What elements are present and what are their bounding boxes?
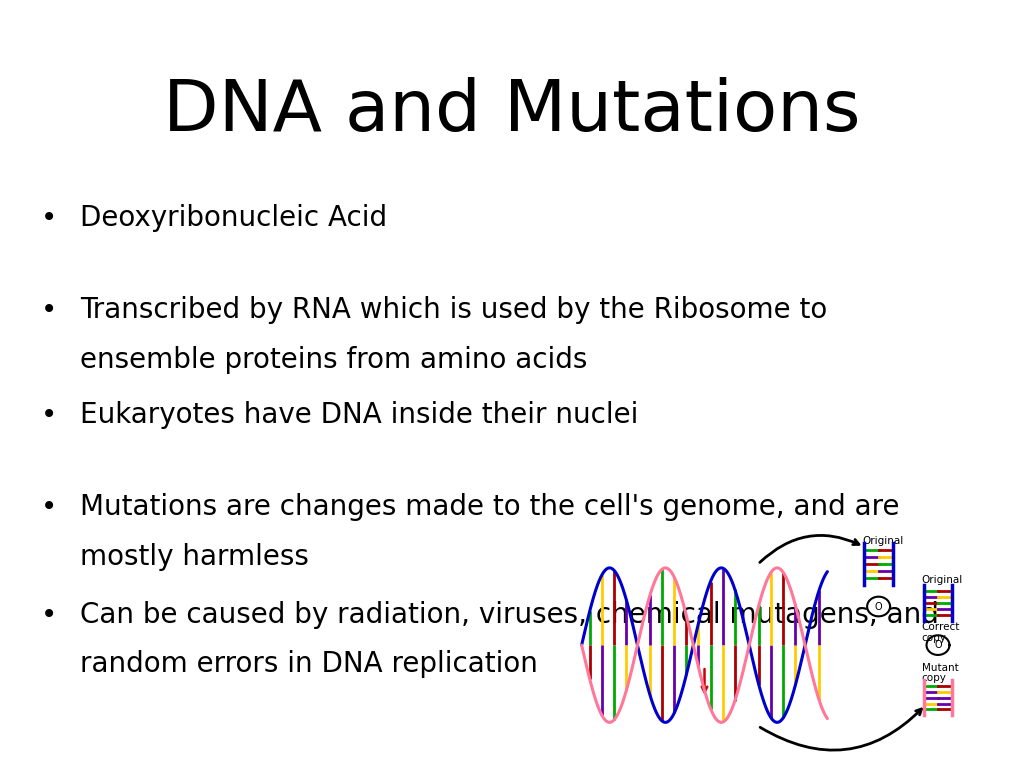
Text: •: •	[41, 493, 57, 521]
Text: •: •	[41, 204, 57, 231]
Text: O: O	[934, 640, 942, 650]
Text: Eukaryotes have DNA inside their nuclei: Eukaryotes have DNA inside their nuclei	[80, 401, 638, 429]
Text: ensemble proteins from amino acids: ensemble proteins from amino acids	[80, 346, 587, 373]
Text: Original: Original	[862, 536, 903, 546]
Text: Correct: Correct	[922, 622, 959, 632]
Text: Original: Original	[922, 575, 963, 585]
Text: •: •	[41, 296, 57, 323]
Text: •: •	[41, 401, 57, 429]
Text: copy: copy	[922, 674, 946, 684]
Text: random errors in DNA replication: random errors in DNA replication	[80, 650, 538, 678]
Text: copy: copy	[922, 633, 946, 643]
Text: Deoxyribonucleic Acid: Deoxyribonucleic Acid	[80, 204, 387, 231]
Text: Transcribed by RNA which is used by the Ribosome to: Transcribed by RNA which is used by the …	[80, 296, 827, 323]
Text: Mutant: Mutant	[922, 663, 958, 673]
Text: O: O	[874, 601, 883, 611]
Text: mostly harmless: mostly harmless	[80, 543, 309, 571]
Text: Mutations are changes made to the cell's genome, and are: Mutations are changes made to the cell's…	[80, 493, 899, 521]
Text: Can be caused by radiation, viruses, chemical mutagens, and: Can be caused by radiation, viruses, che…	[80, 601, 939, 628]
Text: DNA and Mutations: DNA and Mutations	[163, 77, 861, 146]
Text: •: •	[41, 601, 57, 628]
